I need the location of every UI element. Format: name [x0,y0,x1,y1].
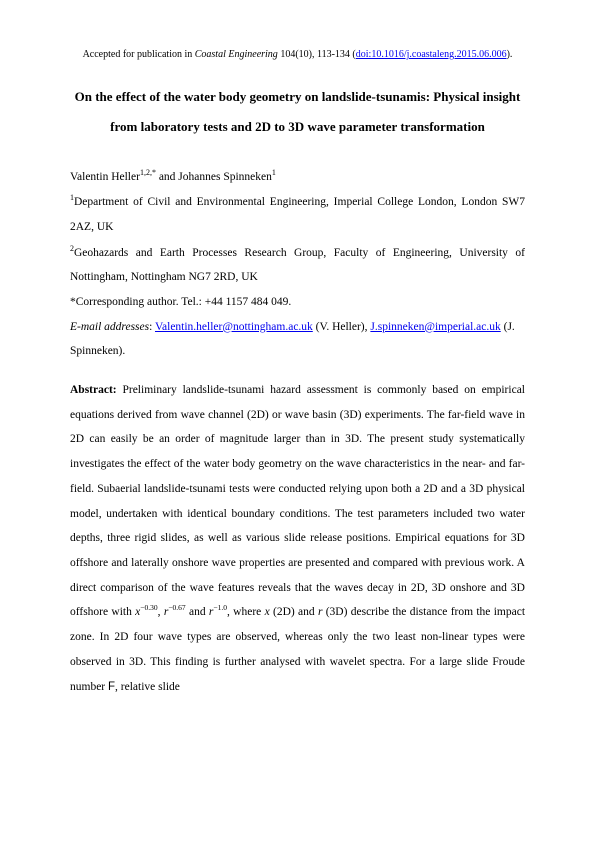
doi-link[interactable]: doi:10.1016/j.coastaleng.2015.06.006 [356,49,507,60]
math-r2-exp: −1.0 [213,604,227,613]
abstract: Abstract: Preliminary landslide-tsunami … [70,378,525,699]
abstract-p1: Preliminary landslide-tsunami hazard ass… [70,384,525,618]
affiliation-2-text: Geohazards and Earth Processes Research … [70,246,525,283]
author-1-sup: 1,2,* [140,168,156,177]
citation-info: 104(10), 113-134 ( [278,49,356,60]
abstract-p5: (2D) and [270,606,318,618]
email-1-after: (V. Heller), [313,321,371,333]
paper-title: On the effect of the water body geometry… [70,82,525,142]
email-addresses: E-mail addresses: Valentin.heller@nottin… [70,315,525,364]
affiliation-2: 2Geohazards and Earth Processes Research… [70,240,525,290]
author-2-sup: 1 [272,168,276,177]
author-1: Valentin Heller [70,171,140,183]
math-r1-exp: −0.67 [168,604,185,613]
accepted-suffix: ). [507,49,513,60]
authors-line: Valentin Heller1,2,* and Johannes Spinne… [70,164,525,190]
email-1[interactable]: Valentin.heller@nottingham.ac.uk [155,321,313,333]
accepted-for-publication: Accepted for publication in Coastal Engi… [70,48,525,62]
abstract-p3: and [186,606,209,618]
abstract-label: Abstract: [70,384,117,396]
author-joiner: and [156,171,178,183]
math-x-exp: −0.30 [140,604,157,613]
accepted-prefix: Accepted for publication in [83,49,195,60]
affiliation-1: 1Department of Civil and Environmental E… [70,189,525,239]
affiliation-1-text: Department of Civil and Environmental En… [70,196,525,233]
corresponding-author: *Corresponding author. Tel.: +44 1157 48… [70,290,525,315]
journal-name: Coastal Engineering [195,49,278,60]
email-label: E-mail addresses [70,321,149,333]
abstract-p7: , relative slide [115,681,180,693]
author-2: Johannes Spinneken [178,171,272,183]
math-F: F [108,681,115,693]
abstract-p4: , where [227,606,265,618]
email-2[interactable]: J.spinneken@imperial.ac.uk [370,321,500,333]
